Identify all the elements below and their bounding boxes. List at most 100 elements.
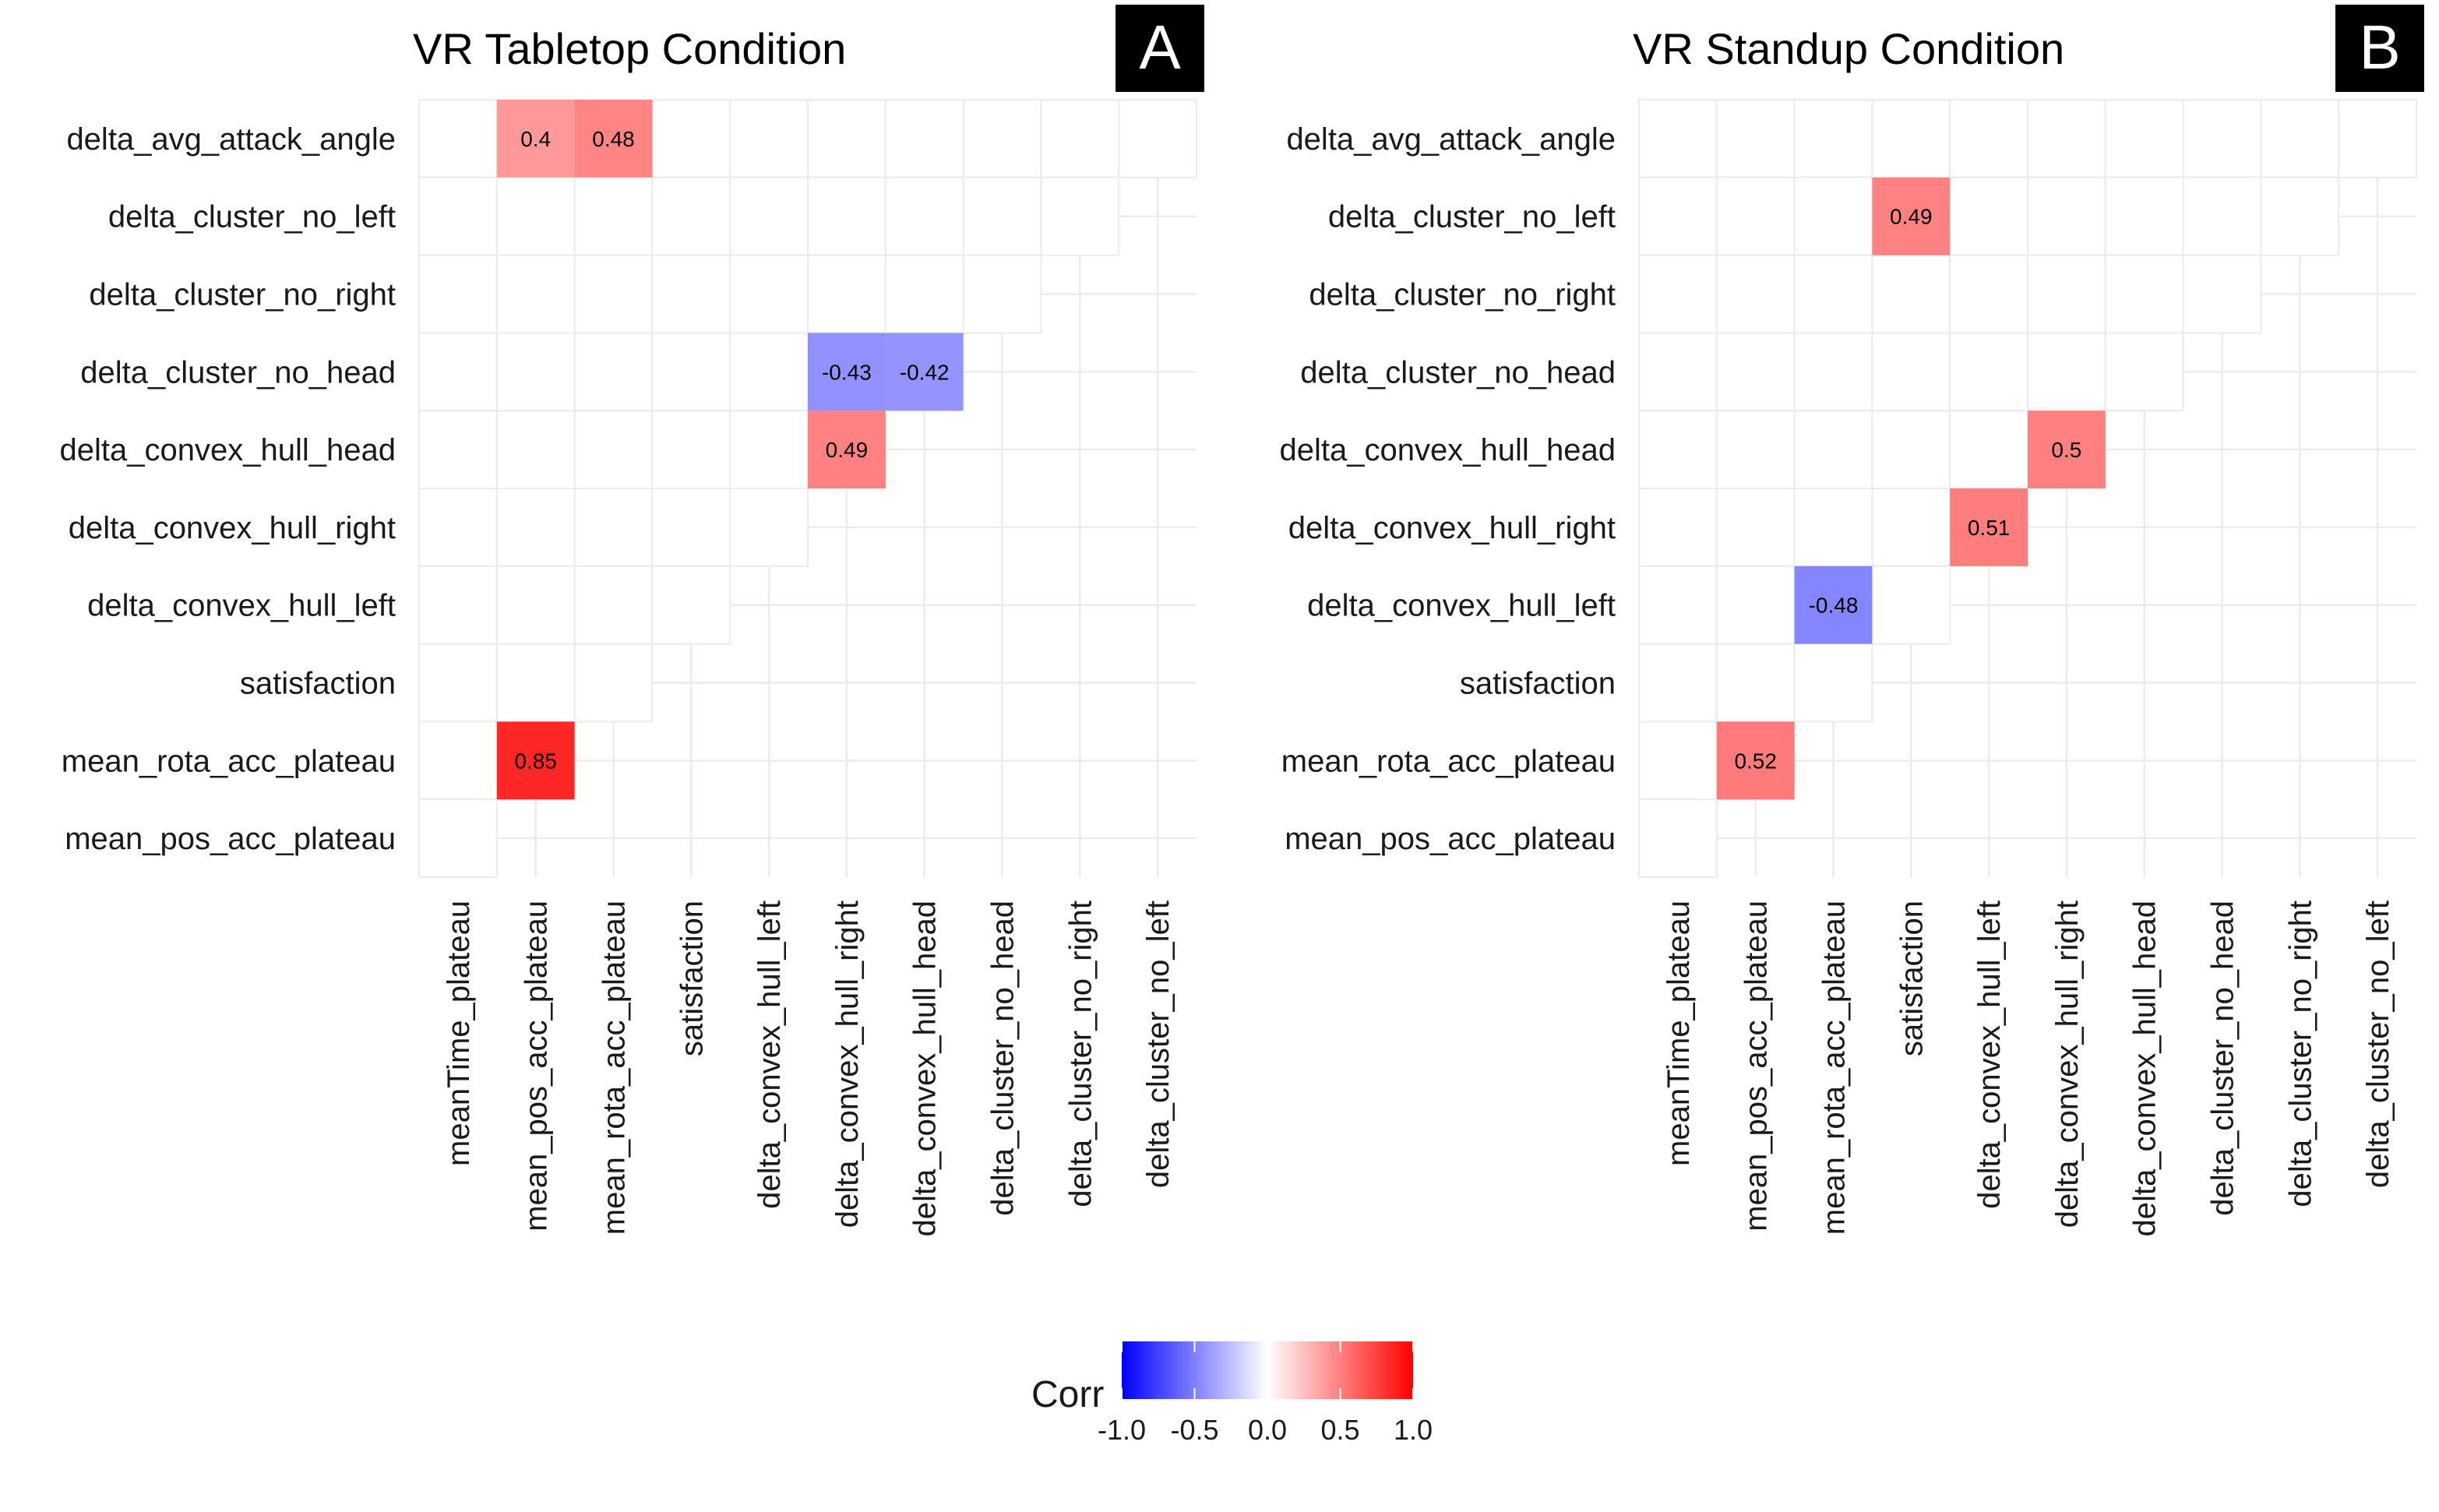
heatmap-tile bbox=[1871, 254, 1951, 334]
heatmap-tile bbox=[2027, 176, 2106, 256]
heatmap-tile bbox=[807, 176, 886, 256]
cell-value-label: 0.49 bbox=[826, 438, 869, 462]
heatmap-tile bbox=[729, 332, 809, 412]
heatmap-tile bbox=[1638, 488, 1718, 567]
heatmap-tile bbox=[1715, 176, 1796, 256]
heatmap-tile bbox=[2027, 254, 2106, 334]
heatmap-tile bbox=[2182, 99, 2262, 178]
x-tick-label: delta_convex_hull_head bbox=[2128, 901, 2162, 1236]
heatmap-cell bbox=[574, 100, 653, 178]
heatmap-tile bbox=[729, 254, 809, 334]
heatmap-tile bbox=[573, 410, 654, 490]
x-tick-label: meanTime_plateau bbox=[1662, 901, 1696, 1166]
panel-a: 0.4 0.48 -0.43 -0.42 0.49 0.85 delta_avg_attac… bbox=[60, 5, 1204, 1236]
heatmap-tile bbox=[1949, 332, 2028, 412]
heatmap-tile bbox=[1638, 176, 1718, 256]
y-tick-label: mean_rota_acc_plateau bbox=[1281, 744, 1616, 778]
heatmap-tile bbox=[573, 254, 654, 334]
x-tick-label: satisfaction bbox=[675, 901, 709, 1056]
y-tick-label: mean_pos_acc_plateau bbox=[1285, 822, 1616, 856]
heatmap-tile bbox=[2104, 176, 2184, 256]
y-tick-label: mean_rota_acc_plateau bbox=[62, 744, 396, 778]
heatmap-tile bbox=[495, 332, 576, 412]
heatmap-tile bbox=[1871, 410, 1951, 490]
y-tick-label: delta_cluster_no_head bbox=[80, 355, 396, 389]
x-tick-label: mean_rota_acc_plateau bbox=[1817, 901, 1852, 1235]
heatmap-tile bbox=[729, 410, 809, 490]
x-tick-label: delta_cluster_no_right bbox=[2283, 901, 2317, 1207]
heatmap-tile bbox=[807, 254, 886, 334]
heatmap-cell bbox=[1872, 177, 1951, 256]
heatmap-tile bbox=[1949, 254, 2028, 334]
heatmap-tile bbox=[418, 254, 498, 334]
heatmap-tile bbox=[418, 798, 498, 878]
heatmap-tile bbox=[651, 254, 731, 334]
heatmap-tile bbox=[2104, 332, 2184, 412]
x-tick-label: delta_convex_hull_head bbox=[908, 901, 943, 1236]
heatmap-tile bbox=[807, 99, 886, 178]
heatmap-tile bbox=[495, 254, 576, 334]
heatmap-tile bbox=[1715, 410, 1796, 490]
cell-value-label: 0.85 bbox=[514, 749, 557, 773]
heatmap-tile bbox=[1638, 99, 1718, 178]
heatmap-tile bbox=[2260, 176, 2340, 256]
heatmap-tile bbox=[962, 254, 1042, 334]
heatmap-cell bbox=[496, 721, 575, 800]
y-tick-label: delta_cluster_no_right bbox=[89, 278, 396, 312]
heatmap-tile bbox=[495, 565, 576, 645]
legend-tick-label: 0.0 bbox=[1248, 1414, 1287, 1446]
heatmap-tile bbox=[1638, 721, 1718, 801]
x-tick-label: delta_convex_hull_right bbox=[830, 901, 865, 1228]
y-tick-label: delta_convex_hull_left bbox=[87, 589, 396, 623]
significant-cells: 0.4 0.48 -0.43 -0.42 0.49 0.85 bbox=[496, 100, 964, 800]
x-tick-label: delta_cluster_no_head bbox=[2206, 901, 2240, 1216]
heatmap-tile bbox=[1871, 565, 1951, 645]
heatmap-tile bbox=[573, 332, 654, 412]
legend-title: Corr bbox=[1031, 1374, 1104, 1415]
legend-tick-label: 1.0 bbox=[1394, 1414, 1433, 1446]
cell-value-label: 0.5 bbox=[2051, 438, 2081, 462]
heatmap-tile bbox=[1871, 99, 1951, 178]
y-axis-labels: delta_avg_attack_angle delta_cluster_no_l… bbox=[60, 122, 396, 856]
heatmap-tile bbox=[418, 332, 498, 412]
heatmap-tile bbox=[418, 565, 498, 645]
y-tick-label: mean_pos_acc_plateau bbox=[65, 822, 396, 856]
heatmap-tile bbox=[495, 176, 576, 256]
heatmap-tile bbox=[1793, 410, 1873, 490]
x-tick-label: mean_pos_acc_plateau bbox=[520, 901, 554, 1232]
y-axis-labels: delta_avg_attack_angle delta_cluster_no_l… bbox=[1280, 122, 1616, 856]
heatmap-tile bbox=[418, 721, 498, 801]
panel-b: 0.49 0.5 0.51 -0.48 0.52 delta_avg_attack_ang… bbox=[1280, 5, 2424, 1236]
heatmap-tile bbox=[651, 176, 731, 256]
legend-tick-label: -0.5 bbox=[1170, 1414, 1218, 1446]
y-tick-label: delta_convex_hull_head bbox=[1280, 433, 1616, 467]
legend-tick-label: -1.0 bbox=[1098, 1414, 1146, 1446]
heatmap-tile bbox=[418, 643, 498, 723]
heatmap-cell bbox=[496, 100, 575, 178]
heatmap-tile bbox=[2260, 99, 2340, 178]
cell-value-label: 0.49 bbox=[1890, 205, 1933, 229]
y-tick-label: delta_cluster_no_left bbox=[1328, 200, 1616, 234]
x-tick-label: satisfaction bbox=[1894, 901, 1929, 1056]
panel-label: A bbox=[1139, 12, 1181, 82]
heatmap-cell bbox=[885, 333, 964, 411]
heatmap-tile bbox=[1793, 643, 1873, 723]
heatmap-tile bbox=[418, 99, 498, 178]
heatmap-tile bbox=[729, 99, 809, 178]
y-tick-label: delta_cluster_no_right bbox=[1309, 278, 1616, 312]
significant-cells: 0.49 0.5 0.51 -0.48 0.52 bbox=[1716, 177, 2106, 800]
heatmap-tile bbox=[2104, 254, 2184, 334]
heatmap-tile bbox=[2182, 254, 2262, 334]
heatmap-cell bbox=[808, 411, 886, 488]
heatmap-cell bbox=[1794, 566, 1873, 644]
heatmap-cell bbox=[2028, 411, 2106, 488]
heatmap-tile bbox=[1793, 332, 1873, 412]
heatmap-tile bbox=[884, 176, 964, 256]
chart-title: VR Tabletop Condition bbox=[413, 24, 846, 73]
heatmap-tile bbox=[1949, 410, 2028, 490]
cell-value-label: -0.43 bbox=[822, 360, 872, 384]
heatmap-tile bbox=[573, 643, 654, 723]
legend-tick-label: 0.5 bbox=[1320, 1414, 1359, 1446]
